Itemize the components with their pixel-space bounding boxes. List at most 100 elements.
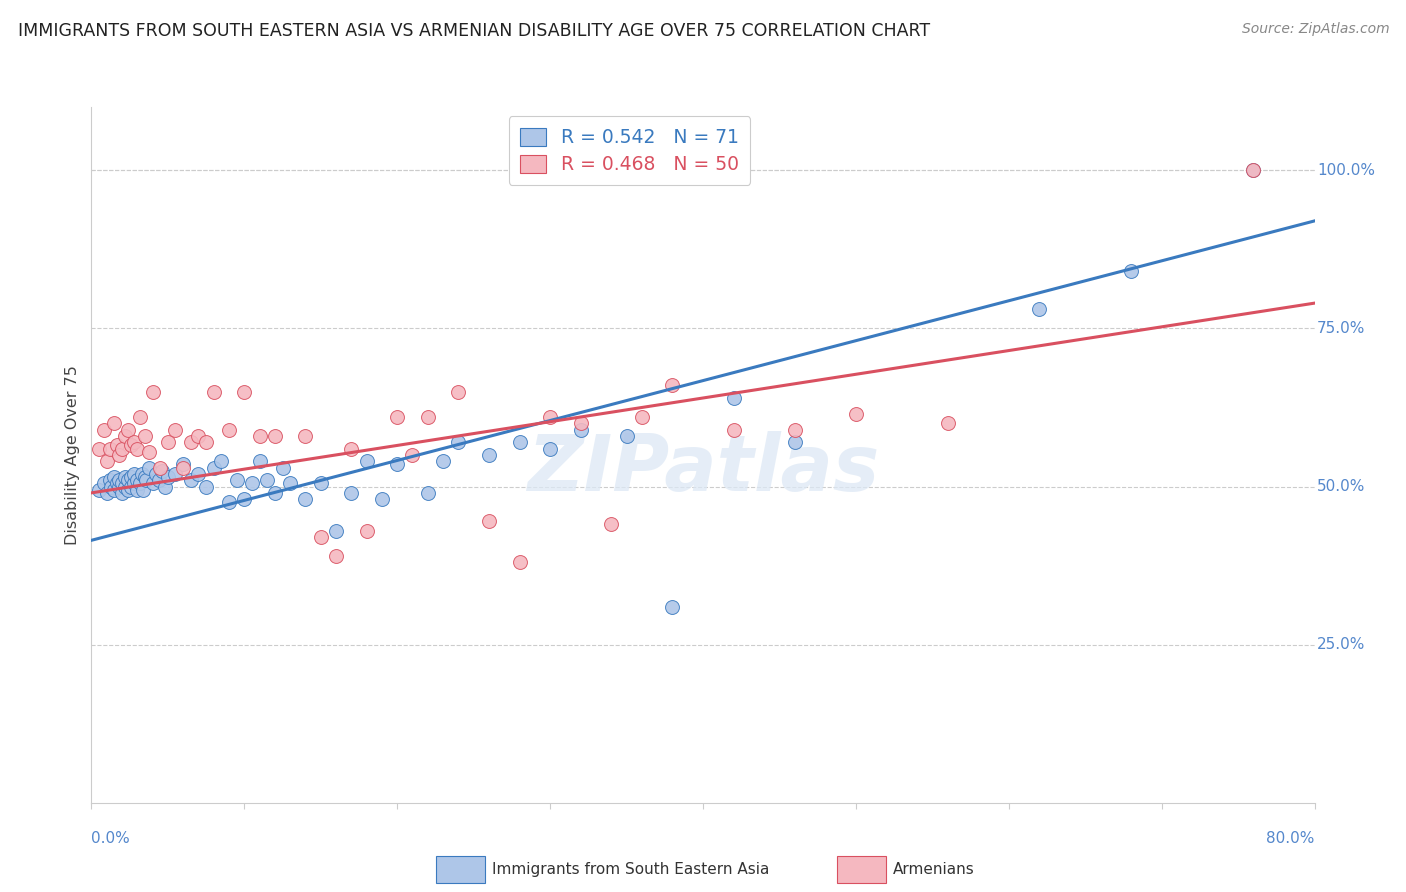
Point: [240, 476, 263, 491]
Point: [340, 442, 363, 456]
Point: [122, 467, 145, 481]
Text: Source: ZipAtlas.com: Source: ZipAtlas.com: [1241, 22, 1389, 37]
Point: [114, 429, 136, 443]
Point: [294, 429, 316, 443]
Point: [249, 454, 271, 468]
Text: Immigrants from South Eastern Asia: Immigrants from South Eastern Asia: [492, 863, 769, 877]
Text: 50.0%: 50.0%: [1317, 479, 1365, 494]
Point: [631, 409, 654, 424]
Point: [148, 473, 170, 487]
Point: [661, 599, 683, 614]
Point: [385, 458, 409, 472]
Point: [271, 460, 294, 475]
Point: [138, 460, 160, 475]
Point: [180, 473, 202, 487]
Point: [103, 483, 125, 497]
Point: [209, 454, 232, 468]
Point: [127, 473, 149, 487]
Point: [120, 470, 142, 484]
Point: [187, 429, 209, 443]
Point: [294, 492, 316, 507]
Legend: R = 0.542   N = 71, R = 0.468   N = 50: R = 0.542 N = 71, R = 0.468 N = 50: [509, 117, 751, 186]
Point: [111, 486, 134, 500]
Point: [356, 524, 378, 538]
Point: [1243, 163, 1265, 178]
Point: [105, 476, 128, 491]
Point: [108, 473, 131, 487]
Point: [509, 435, 531, 450]
Text: Armenians: Armenians: [893, 863, 974, 877]
Point: [218, 495, 240, 509]
Point: [416, 486, 439, 500]
Point: [478, 448, 501, 462]
Point: [723, 423, 745, 437]
Point: [98, 442, 121, 456]
Point: [600, 517, 623, 532]
Point: [309, 530, 332, 544]
Point: [165, 423, 187, 437]
Point: [122, 435, 145, 450]
Point: [538, 442, 561, 456]
Point: [845, 407, 868, 421]
Point: [98, 473, 121, 487]
Point: [278, 476, 301, 491]
Text: 25.0%: 25.0%: [1317, 637, 1365, 652]
Point: [195, 435, 218, 450]
Point: [218, 423, 240, 437]
Point: [256, 473, 278, 487]
Point: [416, 409, 439, 424]
Point: [111, 442, 134, 456]
Point: [478, 514, 501, 528]
Point: [309, 476, 332, 491]
Point: [401, 448, 423, 462]
Point: [783, 423, 806, 437]
Point: [132, 483, 155, 497]
Text: IMMIGRANTS FROM SOUTH EASTERN ASIA VS ARMENIAN DISABILITY AGE OVER 75 CORRELATIO: IMMIGRANTS FROM SOUTH EASTERN ASIA VS AR…: [18, 22, 931, 40]
Text: 0.0%: 0.0%: [91, 830, 131, 846]
Point: [249, 429, 271, 443]
Point: [134, 470, 156, 484]
Point: [93, 423, 115, 437]
Point: [149, 460, 172, 475]
Point: [103, 417, 125, 431]
Point: [783, 435, 806, 450]
Point: [108, 448, 131, 462]
Point: [264, 486, 287, 500]
Point: [202, 384, 225, 399]
Point: [141, 384, 163, 399]
Point: [202, 460, 225, 475]
Point: [936, 417, 959, 431]
Point: [87, 483, 110, 497]
Point: [105, 438, 128, 452]
Point: [447, 435, 470, 450]
Point: [117, 483, 139, 497]
Point: [134, 429, 156, 443]
Point: [117, 473, 139, 487]
Point: [141, 476, 163, 491]
Point: [538, 409, 561, 424]
Point: [120, 438, 142, 452]
Point: [122, 476, 145, 491]
Point: [153, 479, 176, 493]
Text: 80.0%: 80.0%: [1267, 830, 1315, 846]
Point: [340, 486, 363, 500]
Point: [356, 454, 378, 468]
Point: [187, 467, 209, 481]
Point: [145, 467, 167, 481]
Point: [127, 442, 149, 456]
Point: [371, 492, 394, 507]
Point: [129, 476, 152, 491]
Point: [93, 476, 115, 491]
Point: [225, 473, 247, 487]
Point: [180, 435, 202, 450]
Point: [87, 442, 110, 456]
Point: [156, 470, 179, 484]
Point: [1028, 302, 1050, 317]
Text: 75.0%: 75.0%: [1317, 321, 1365, 336]
Point: [100, 479, 122, 493]
Y-axis label: Disability Age Over 75: Disability Age Over 75: [65, 365, 80, 545]
Point: [114, 479, 136, 493]
Point: [569, 423, 592, 437]
Point: [114, 470, 136, 484]
Point: [172, 458, 194, 472]
